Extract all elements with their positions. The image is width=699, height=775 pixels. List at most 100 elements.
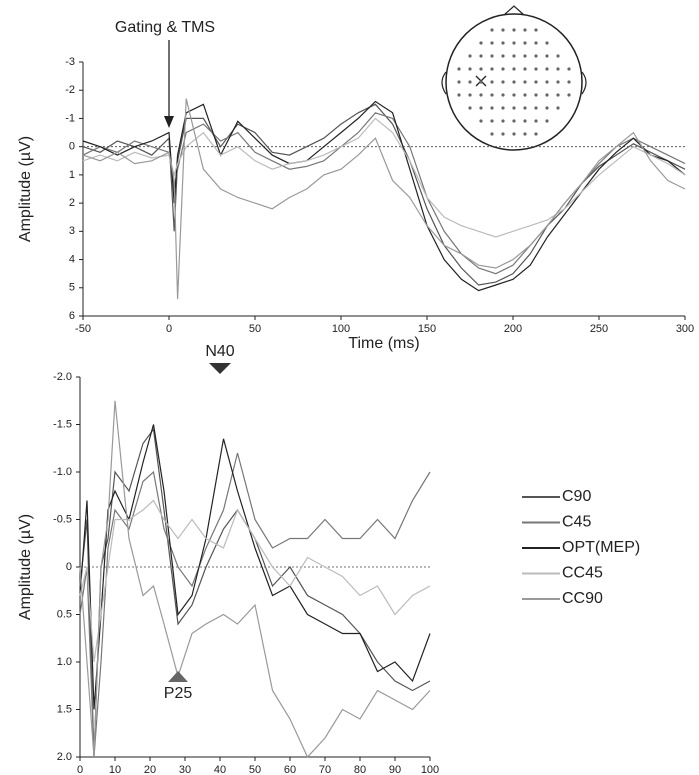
electrode <box>545 41 549 45</box>
series-line <box>79 400 431 759</box>
electrode <box>534 28 538 32</box>
electrode <box>501 80 505 84</box>
y-tick-label: 6 <box>69 310 75 322</box>
electrode <box>479 93 483 97</box>
x-tick-label: 250 <box>590 323 608 335</box>
series-line <box>79 427 431 758</box>
y-tick-label: 1.5 <box>57 703 72 715</box>
y-tick-label: 1.0 <box>57 656 72 668</box>
electrode <box>490 119 494 123</box>
annotation: N40 <box>205 343 234 360</box>
electrode <box>556 67 560 71</box>
electrode <box>534 41 538 45</box>
x-tick-label: 100 <box>421 764 439 775</box>
legend-label: C90 <box>562 488 591 505</box>
electrode <box>457 80 461 84</box>
electrode <box>556 54 560 58</box>
x-tick-label: 100 <box>332 323 350 335</box>
electrode <box>490 28 494 32</box>
x-tick-label: 30 <box>179 764 191 775</box>
electrode <box>490 132 494 136</box>
electrode <box>501 93 505 97</box>
x-tick-label: 90 <box>389 764 401 775</box>
head-outline <box>445 13 583 151</box>
electrode <box>523 106 527 110</box>
electrode <box>490 54 494 58</box>
electrode <box>567 93 571 97</box>
x-tick-label: 50 <box>249 323 261 335</box>
electrode <box>468 106 472 110</box>
electrode <box>534 54 538 58</box>
electrode <box>468 93 472 97</box>
electrode <box>490 93 494 97</box>
electrode <box>457 67 461 71</box>
electrode <box>523 93 527 97</box>
electrode <box>523 119 527 123</box>
electrode <box>523 54 527 58</box>
series-line <box>82 100 686 292</box>
legend-label: OPT(MEP) <box>562 539 640 556</box>
ear <box>441 71 447 95</box>
electrode <box>534 132 538 136</box>
electrode <box>512 106 516 110</box>
electrode <box>556 93 560 97</box>
x-axis-label: Time (ms) <box>348 335 419 352</box>
electrode <box>545 67 549 71</box>
y-tick-label: 0 <box>66 561 72 573</box>
electrode <box>468 67 472 71</box>
x-tick-label: 40 <box>214 764 226 775</box>
legend-label: CC45 <box>562 565 603 582</box>
electrode <box>501 54 505 58</box>
x-tick-label: 150 <box>418 323 436 335</box>
electrode <box>523 67 527 71</box>
electrode <box>523 80 527 84</box>
electrode <box>523 41 527 45</box>
electrode <box>512 93 516 97</box>
electrode <box>523 132 527 136</box>
electrode <box>512 119 516 123</box>
electrode <box>479 67 483 71</box>
electrode <box>534 80 538 84</box>
x-tick-label: 10 <box>109 764 121 775</box>
electrode <box>512 80 516 84</box>
electrode <box>545 106 549 110</box>
y-tick-label: -1.5 <box>53 418 72 430</box>
electrode <box>512 28 516 32</box>
electrode <box>479 41 483 45</box>
electrode <box>468 54 472 58</box>
y-tick-label: -2 <box>65 84 75 96</box>
x-tick-label: 300 <box>676 323 694 335</box>
y-tick-label: 3 <box>69 225 75 237</box>
x-tick-label: 80 <box>354 764 366 775</box>
electrode <box>512 41 516 45</box>
x-tick-label: 70 <box>319 764 331 775</box>
nose <box>503 5 525 16</box>
y-tick-label: 1 <box>69 169 75 181</box>
electrode <box>479 106 483 110</box>
electrode <box>501 41 505 45</box>
y-axis-label: Amplitude (µV) <box>17 514 34 620</box>
electrode <box>468 80 472 84</box>
electrode <box>567 80 571 84</box>
y-tick-label: 0 <box>69 141 75 153</box>
electrode <box>490 67 494 71</box>
y-tick-label: -1.0 <box>53 466 72 478</box>
y-tick-label: 5 <box>69 282 75 294</box>
series-line <box>82 117 686 238</box>
electrode <box>545 54 549 58</box>
electrode <box>490 41 494 45</box>
series-line <box>82 98 686 300</box>
electrode <box>545 93 549 97</box>
electrode <box>545 80 549 84</box>
electrode <box>512 132 516 136</box>
electrode <box>534 106 538 110</box>
ear <box>581 71 587 95</box>
x-tick-label: 0 <box>77 764 83 775</box>
electrode <box>534 67 538 71</box>
x-tick-label: 60 <box>284 764 296 775</box>
electrode <box>501 106 505 110</box>
peak-marker <box>209 363 231 374</box>
electrode <box>556 80 560 84</box>
electrode <box>567 67 571 71</box>
